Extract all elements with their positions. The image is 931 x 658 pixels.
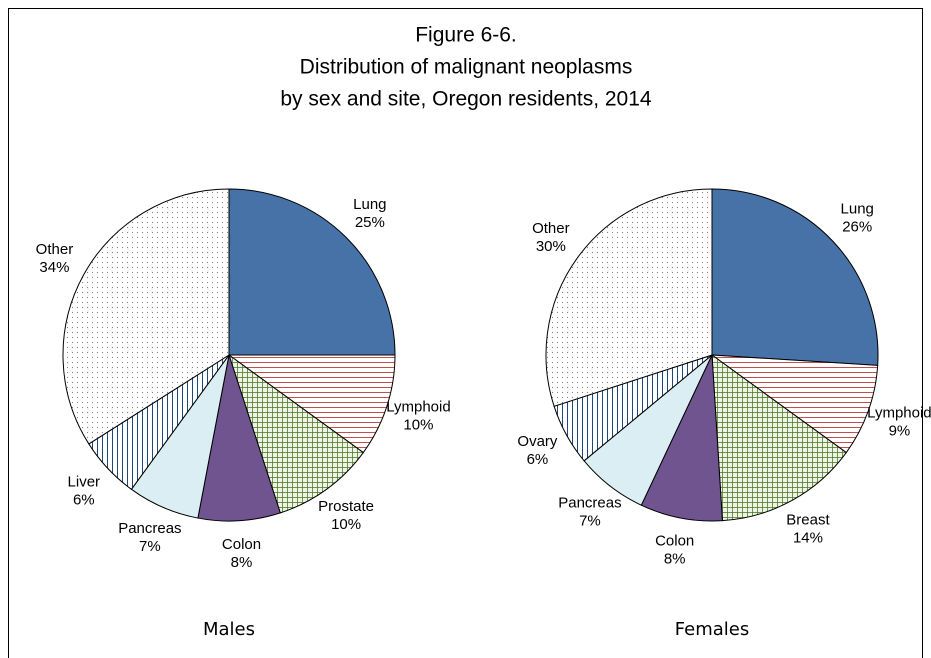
slice-category: Pancreas: [118, 520, 181, 537]
title-line: by sex and site, Oregon residents, 2014: [280, 88, 652, 111]
slice-category: Ovary: [517, 433, 558, 450]
pie-slice: [228, 188, 396, 356]
slice-category: Breast: [786, 512, 830, 529]
title-line: Distribution of malignant neoplasms: [300, 56, 633, 79]
pie-slice: [62, 188, 230, 445]
pie-slice: [711, 188, 879, 366]
pie-caption: Females: [675, 619, 749, 640]
slice-category: Lung: [841, 201, 874, 218]
slice-category: Lymphoid: [386, 399, 450, 416]
pie-slice: [711, 353, 847, 522]
slice-category: Other: [36, 241, 74, 258]
pie-caption: Males: [203, 619, 255, 640]
frame: [8, 8, 923, 658]
slice-category: Other: [532, 220, 570, 237]
title-line: Figure 6-6.: [415, 24, 517, 47]
slice-category: Lymphoid: [867, 404, 931, 421]
slice-value-label: 34%: [39, 259, 69, 276]
slice-value-label: 7%: [139, 538, 161, 555]
slice-category: Lung: [353, 196, 386, 213]
slice-value-label: 10%: [403, 417, 433, 434]
slice-value-label: 25%: [355, 214, 385, 231]
slice-value-label: 8%: [664, 551, 686, 568]
slice-value-label: 6%: [527, 451, 549, 468]
slice-category: Colon: [222, 536, 261, 553]
slice-category: Pancreas: [558, 494, 621, 511]
pie-slice: [227, 354, 396, 454]
slice-value-label: 6%: [73, 491, 95, 508]
slice-value-label: 8%: [231, 554, 253, 571]
pie-slice: [545, 188, 713, 407]
slice-category: Prostate: [318, 498, 374, 515]
slice-value-label: 30%: [536, 238, 566, 255]
pie-slice: [228, 353, 364, 514]
slice-category: Colon: [655, 533, 694, 550]
slice-value-label: 9%: [889, 422, 911, 439]
pie-slice: [710, 354, 879, 454]
slice-value-label: 26%: [842, 219, 872, 236]
slice-value-label: 14%: [793, 530, 823, 547]
slice-value-label: 10%: [331, 516, 361, 533]
slice-category: Liver: [68, 473, 101, 490]
slice-value-label: 7%: [579, 512, 601, 529]
